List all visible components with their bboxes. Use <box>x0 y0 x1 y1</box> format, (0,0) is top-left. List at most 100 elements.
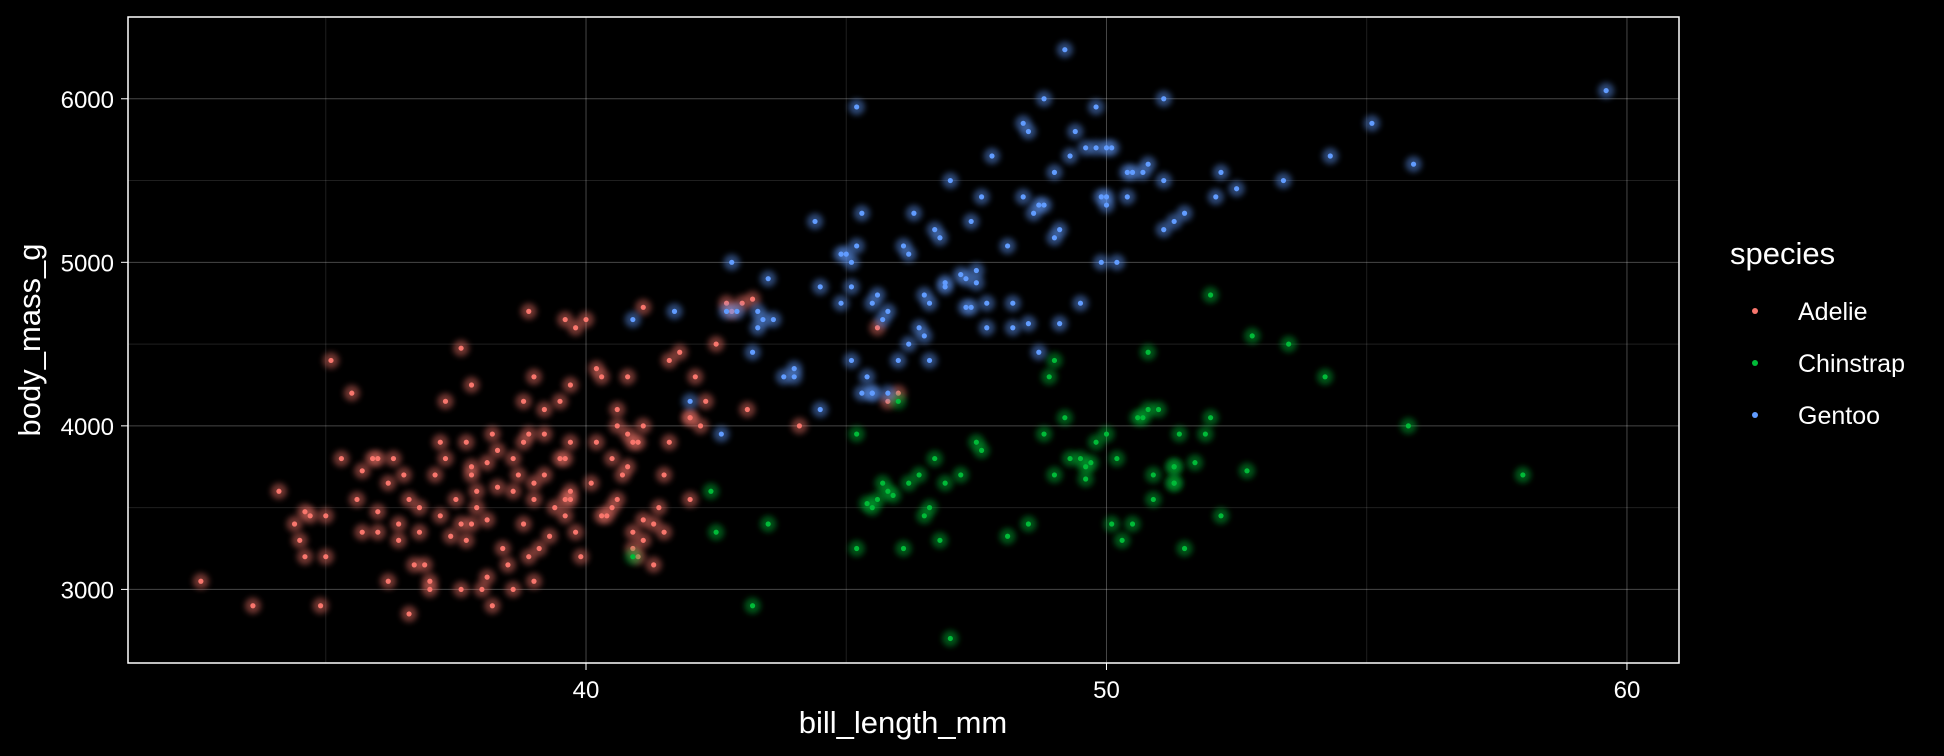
data-points <box>192 41 1615 647</box>
data-point-adelie <box>364 450 381 467</box>
point-core <box>1145 161 1151 167</box>
data-point-gentoo <box>1405 156 1422 173</box>
x-axis-title: bill_length_mm <box>799 705 1008 740</box>
point-core <box>656 505 662 511</box>
point-core <box>489 431 495 437</box>
data-point-adelie <box>463 466 480 483</box>
point-core <box>926 357 933 364</box>
data-point-gentoo <box>812 401 829 418</box>
data-point-adelie <box>380 475 397 492</box>
point-core <box>562 513 568 519</box>
point-core <box>1405 423 1411 429</box>
point-core <box>567 382 573 388</box>
point-core <box>1062 47 1068 53</box>
data-point-adelie <box>635 511 652 528</box>
point-core <box>765 276 771 282</box>
data-point-adelie <box>479 454 496 471</box>
data-point-chinstrap <box>848 426 865 443</box>
point-core <box>505 562 511 568</box>
data-point-adelie <box>369 524 386 541</box>
point-core <box>609 455 615 462</box>
point-core <box>973 280 979 286</box>
data-point-adelie <box>515 515 532 532</box>
data-point-gentoo <box>765 311 782 328</box>
point-core <box>1249 333 1255 339</box>
point-core <box>375 529 381 535</box>
data-point-adelie <box>520 548 537 565</box>
point-core <box>1244 468 1250 474</box>
data-point-adelie <box>562 434 579 451</box>
data-point-adelie <box>661 434 678 451</box>
point-core <box>1036 349 1042 355</box>
data-point-adelie <box>583 475 600 492</box>
data-point-chinstrap <box>1186 454 1203 471</box>
point-core <box>458 521 464 527</box>
point-core <box>406 611 412 617</box>
data-point-adelie <box>416 556 433 573</box>
point-core <box>531 578 537 584</box>
legend-key-chinstrap <box>1752 360 1758 366</box>
data-point-adelie <box>447 491 464 508</box>
point-core <box>458 345 464 351</box>
point-core <box>510 586 516 593</box>
point-core <box>520 521 527 527</box>
point-core <box>817 284 823 290</box>
point-core <box>317 603 324 609</box>
point-core <box>411 562 417 568</box>
point-core <box>1218 169 1224 175</box>
point-core <box>437 513 443 519</box>
point-core <box>1213 194 1219 200</box>
point-core <box>723 308 730 314</box>
point-core <box>796 423 803 429</box>
point-core <box>885 308 891 314</box>
point-core <box>1093 439 1099 445</box>
point-core <box>890 492 896 498</box>
data-point-gentoo <box>1004 295 1021 312</box>
data-point-gentoo <box>879 385 896 402</box>
point-core <box>869 390 875 396</box>
point-core <box>1322 374 1328 380</box>
data-point-chinstrap <box>1317 368 1334 385</box>
x-tick-label: 50 <box>1093 677 1120 704</box>
data-point-chinstrap <box>1150 401 1167 418</box>
point-core <box>984 325 990 331</box>
point-core <box>422 562 428 568</box>
point-core <box>323 554 329 560</box>
data-point-chinstrap <box>1077 471 1094 488</box>
point-core <box>250 603 256 609</box>
data-point-adelie <box>791 417 808 434</box>
data-point-adelie <box>380 573 397 590</box>
point-core <box>854 243 860 249</box>
data-point-adelie <box>687 368 704 385</box>
point-core <box>854 104 860 110</box>
point-core <box>432 472 438 478</box>
point-core <box>515 472 521 478</box>
point-core <box>848 259 855 265</box>
point-core <box>687 496 693 503</box>
point-core <box>1129 521 1136 527</box>
data-point-chinstrap <box>1036 426 1053 443</box>
point-core <box>687 415 693 421</box>
point-core <box>427 586 433 593</box>
point-core <box>848 357 855 364</box>
point-core <box>630 439 636 445</box>
point-core <box>1109 521 1115 527</box>
data-point-adelie <box>635 417 652 434</box>
point-core <box>307 513 313 519</box>
point-core <box>338 455 344 462</box>
point-core <box>520 439 527 445</box>
point-core <box>926 505 933 511</box>
data-point-adelie <box>499 556 516 573</box>
point-core <box>474 505 480 511</box>
point-core <box>963 276 969 282</box>
point-core <box>958 472 964 478</box>
point-core <box>1286 341 1292 347</box>
data-point-adelie <box>505 483 522 500</box>
data-point-gentoo <box>1004 319 1021 336</box>
point-core <box>531 374 537 380</box>
data-point-gentoo <box>890 352 907 369</box>
point-core <box>1114 455 1120 462</box>
point-core <box>437 439 443 445</box>
point-core <box>526 554 532 560</box>
data-point-adelie <box>635 299 652 316</box>
